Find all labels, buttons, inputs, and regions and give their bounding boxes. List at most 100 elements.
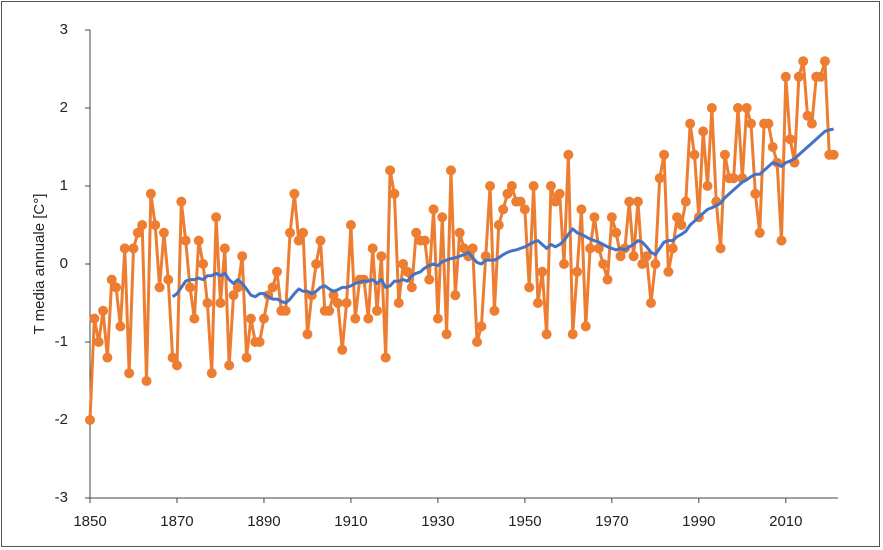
data-point [258,313,269,324]
data-point [106,274,117,285]
data-point [611,227,622,238]
data-point [424,274,435,285]
data-point [432,313,443,324]
data-point [324,305,335,316]
data-point [676,220,687,230]
data-point [602,274,613,285]
data-point [137,220,148,230]
data-point [476,321,487,332]
data-point [689,149,700,160]
data-point [411,227,422,238]
data-point [715,243,726,254]
data-point [245,313,256,324]
data-point [815,71,826,82]
y-tick-label: 1 [60,177,68,194]
data-point [237,251,248,262]
data-point [706,103,717,113]
data-point [498,204,509,215]
series-line [171,127,834,305]
data-point [350,313,361,324]
data-point [572,266,583,277]
data-point [167,352,178,363]
data-point [563,149,574,160]
data-point [802,110,813,121]
data-point [489,305,500,316]
data-point [98,305,109,316]
data-point [550,196,561,207]
data-point [459,243,469,254]
data-point [598,259,609,269]
x-tick-label: 1970 [595,513,628,530]
data-point [337,344,348,355]
data-point [158,227,169,238]
data-point [576,204,587,215]
data-point [541,329,552,340]
data-point [441,329,452,340]
data-point [667,243,678,254]
x-tick-label: 1930 [421,513,454,530]
data-point [376,251,387,262]
data-point [124,368,135,379]
x-tick-label: 2010 [769,513,802,530]
data-point [224,360,235,371]
data-point [632,196,643,207]
x-tick-label: 1990 [682,513,715,530]
data-point [315,235,326,246]
data-point [367,243,378,254]
data-point [780,71,791,82]
data-point [176,196,187,207]
data-point [515,196,526,207]
data-point [219,243,230,254]
y-tick-label: 0 [60,255,68,272]
data-point [519,204,530,215]
data-point [215,298,226,308]
data-point [828,149,839,160]
data-point [750,188,761,199]
data-point [267,282,278,293]
data-point [746,118,757,129]
data-point [554,188,565,199]
data-point [345,220,356,230]
data-point [793,71,804,82]
data-point [154,282,165,293]
data-point [641,251,652,262]
data-point [767,142,778,152]
data-point [763,118,774,129]
data-point [298,227,309,238]
data-point [702,181,713,191]
data-point [624,196,635,207]
data-point [528,181,539,191]
data-point [698,126,709,137]
data-point [398,259,409,269]
x-tick-label: 1890 [247,513,280,530]
data-point [454,227,465,238]
data-point [128,243,139,254]
data-point [524,282,535,293]
data-point [741,103,752,113]
data-point [628,251,639,262]
x-tick-label: 1850 [73,513,106,530]
data-point [241,352,252,363]
data-point [615,251,626,262]
data-point [202,298,213,308]
data-point [385,165,396,176]
x-tick-label: 1950 [508,513,541,530]
data-point [171,360,182,371]
data-point [467,243,478,254]
data-point [132,227,143,238]
data-point [228,290,239,301]
data-point [115,321,126,332]
data-point [111,282,122,293]
data-point [785,134,796,145]
data-point [589,212,600,223]
data-point [285,227,296,238]
data-point [280,305,291,316]
y-tick-label: 3 [60,21,68,38]
data-point [406,282,417,293]
data-point [593,243,604,254]
data-point [606,212,617,223]
y-tick-label: -1 [55,333,68,350]
data-point [680,196,691,207]
y-tick-label: 2 [60,99,68,116]
data-point [198,259,209,269]
